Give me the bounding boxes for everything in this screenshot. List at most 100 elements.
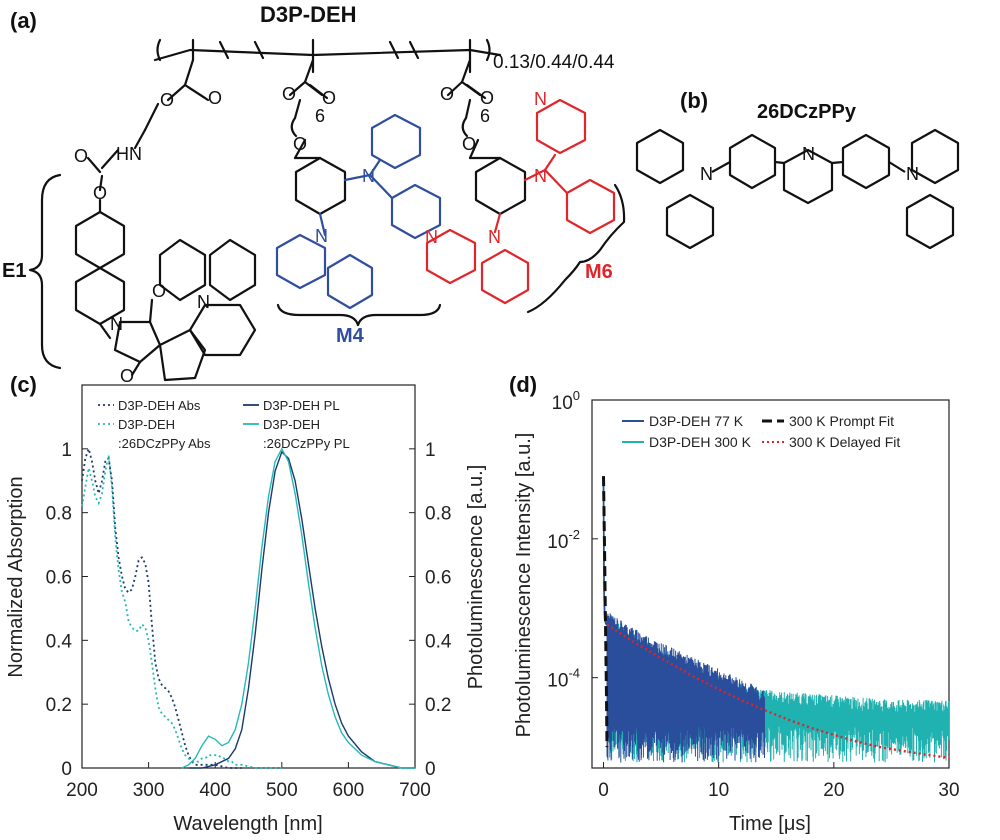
atom-o: O bbox=[208, 88, 222, 108]
chart-c-xlabel: Wavelength [nm] bbox=[173, 813, 322, 835]
panel-label-c: (c) bbox=[10, 372, 37, 397]
y2-tick-label: 0 bbox=[425, 759, 436, 780]
y2-tick-label: 0.8 bbox=[425, 504, 451, 525]
legend-label: D3P-DEH Abs bbox=[118, 398, 201, 413]
fit-line bbox=[606, 623, 950, 760]
y-tick-label: 10-2 bbox=[547, 527, 580, 553]
x-tick-label: 300 bbox=[133, 780, 165, 801]
legend-label: D3P-DEH bbox=[118, 417, 175, 432]
m6-carbolines bbox=[425, 98, 616, 305]
m4-atom-labels: O O O bbox=[282, 84, 336, 154]
y2-tick-label: 0.4 bbox=[425, 631, 452, 652]
spacer-count-m6: 6 bbox=[480, 106, 490, 126]
atom-o: O bbox=[282, 84, 296, 104]
panel-label-b: (b) bbox=[680, 88, 708, 113]
y2-tick-label: 0.2 bbox=[425, 695, 451, 716]
series-noise bbox=[606, 613, 765, 763]
chart-c-series bbox=[81, 445, 415, 769]
m4-carbazoles bbox=[275, 113, 442, 310]
x-tick-label: 20 bbox=[823, 780, 844, 801]
atom-n-host: N bbox=[700, 164, 713, 184]
atom-n-host: N bbox=[802, 144, 815, 164]
y-tick-label: 0.6 bbox=[46, 568, 72, 589]
y-tick-label: 0.2 bbox=[46, 695, 72, 716]
y-tick-label: 0.4 bbox=[46, 631, 73, 652]
chart-c-ticks: 200 300 400 500 600 70000.20.40.60.8100.20.40… bbox=[46, 440, 452, 801]
chart-d-xlabel: Time [μs] bbox=[729, 813, 811, 835]
atom-n-host: N bbox=[906, 164, 919, 184]
legend-label: D3P-DEH PL bbox=[263, 398, 340, 413]
legend-label: 300 K Prompt Fit bbox=[789, 413, 894, 429]
x-tick-label: 600 bbox=[333, 780, 365, 801]
panel-a-structure: (a) D3P-DEH 0.13/0.44/0.44 bbox=[2, 2, 626, 386]
chart-d-series bbox=[602, 476, 950, 763]
chart-c-legend: D3P-DEH Abs D3P-DEH :26DCzPPy Abs D3P-DEH P… bbox=[98, 398, 350, 451]
panel-label-d: (d) bbox=[509, 372, 537, 397]
atom-n-m6: N bbox=[534, 89, 547, 109]
atom-o: O bbox=[120, 366, 134, 386]
polymer-name: D3P-DEH bbox=[260, 2, 357, 27]
atom-o: O bbox=[74, 146, 88, 166]
y-tick-label: 1 bbox=[61, 440, 72, 461]
unit-label-m6: M6 bbox=[585, 261, 613, 283]
y-tick-label: 0 bbox=[61, 759, 72, 780]
e1-atom-labels: O O HN O O O N O N bbox=[74, 88, 222, 386]
e1-brace bbox=[28, 173, 62, 370]
x-tick-label: 400 bbox=[199, 780, 231, 801]
host-name: 26DCzPPy bbox=[757, 101, 857, 123]
atom-n-m4-1: N bbox=[362, 166, 375, 186]
x-tick-label: 200 bbox=[66, 780, 98, 801]
chart-d-ylabel: Photoluminescence Intensity [a.u.] bbox=[513, 433, 535, 738]
y-tick-label: 100 bbox=[552, 388, 580, 414]
atom-o: O bbox=[480, 88, 494, 108]
atom-o: O bbox=[293, 134, 307, 154]
legend-label: :26DCzPPy Abs bbox=[118, 436, 211, 451]
series-line bbox=[188, 450, 415, 769]
atom-n-m6: N bbox=[534, 166, 547, 186]
spacer-count-m4: 6 bbox=[315, 106, 325, 126]
atom-n-m6: N bbox=[488, 227, 501, 247]
legend-label: D3P-DEH 300 K bbox=[649, 434, 752, 450]
copolymer-ratio: 0.13/0.44/0.44 bbox=[493, 52, 615, 73]
chart-c-y2label: Photoluminescence [a.u.] bbox=[465, 465, 487, 690]
atom-o: O bbox=[322, 88, 336, 108]
chart-d-ticks: 0 10 20 30 100 10-2 10-4 bbox=[547, 388, 959, 801]
unit-label-m4: M4 bbox=[336, 325, 365, 347]
series-line bbox=[181, 447, 415, 769]
atom-hn: HN bbox=[116, 144, 142, 164]
x-tick-label: 10 bbox=[708, 780, 729, 801]
m6-brace bbox=[526, 183, 626, 314]
fit-line bbox=[602, 476, 609, 748]
chart-d-plot-area bbox=[591, 399, 950, 769]
unit-label-e1: E1 bbox=[2, 260, 26, 282]
legend-label: 300 K Delayed Fit bbox=[789, 434, 900, 450]
m4-brace bbox=[276, 303, 442, 327]
panel-b-structure: (b) 26DCzPPy N N N bbox=[635, 88, 960, 250]
y2-tick-label: 0.6 bbox=[425, 568, 451, 589]
chart-d-legend: D3P-DEH 77 K D3P-DEH 300 K 300 K Prompt Fi… bbox=[622, 413, 900, 450]
atom-n: N bbox=[197, 292, 210, 312]
y-tick-label: 0.8 bbox=[46, 504, 72, 525]
atom-n-m4-2: N bbox=[315, 226, 328, 246]
atom-o: O bbox=[440, 84, 454, 104]
panel-c-chart: (c) 200 300 400 500 600 70000.20.40.60.8100.2… bbox=[5, 372, 487, 835]
atom-o: O bbox=[152, 281, 166, 301]
x-tick-label: 30 bbox=[938, 780, 959, 801]
chart-c-ylabel: Normalized Absorption bbox=[5, 476, 27, 677]
m6-nitrogen-labels: N N N N bbox=[425, 89, 547, 247]
atom-n-m6: N bbox=[425, 227, 438, 247]
atom-n: N bbox=[110, 314, 123, 334]
legend-label: :26DCzPPy PL bbox=[263, 436, 350, 451]
x-tick-label: 700 bbox=[399, 780, 431, 801]
legend-label: D3P-DEH bbox=[263, 417, 320, 432]
legend-label: D3P-DEH 77 K bbox=[649, 413, 744, 429]
x-tick-label: 0 bbox=[598, 780, 609, 801]
polymer-backbone bbox=[153, 38, 502, 74]
y2-tick-label: 1 bbox=[425, 440, 436, 461]
panel-label-a: (a) bbox=[10, 8, 37, 33]
series-line bbox=[81, 455, 282, 769]
y-tick-label: 10-4 bbox=[547, 666, 580, 692]
series-line bbox=[81, 445, 242, 769]
